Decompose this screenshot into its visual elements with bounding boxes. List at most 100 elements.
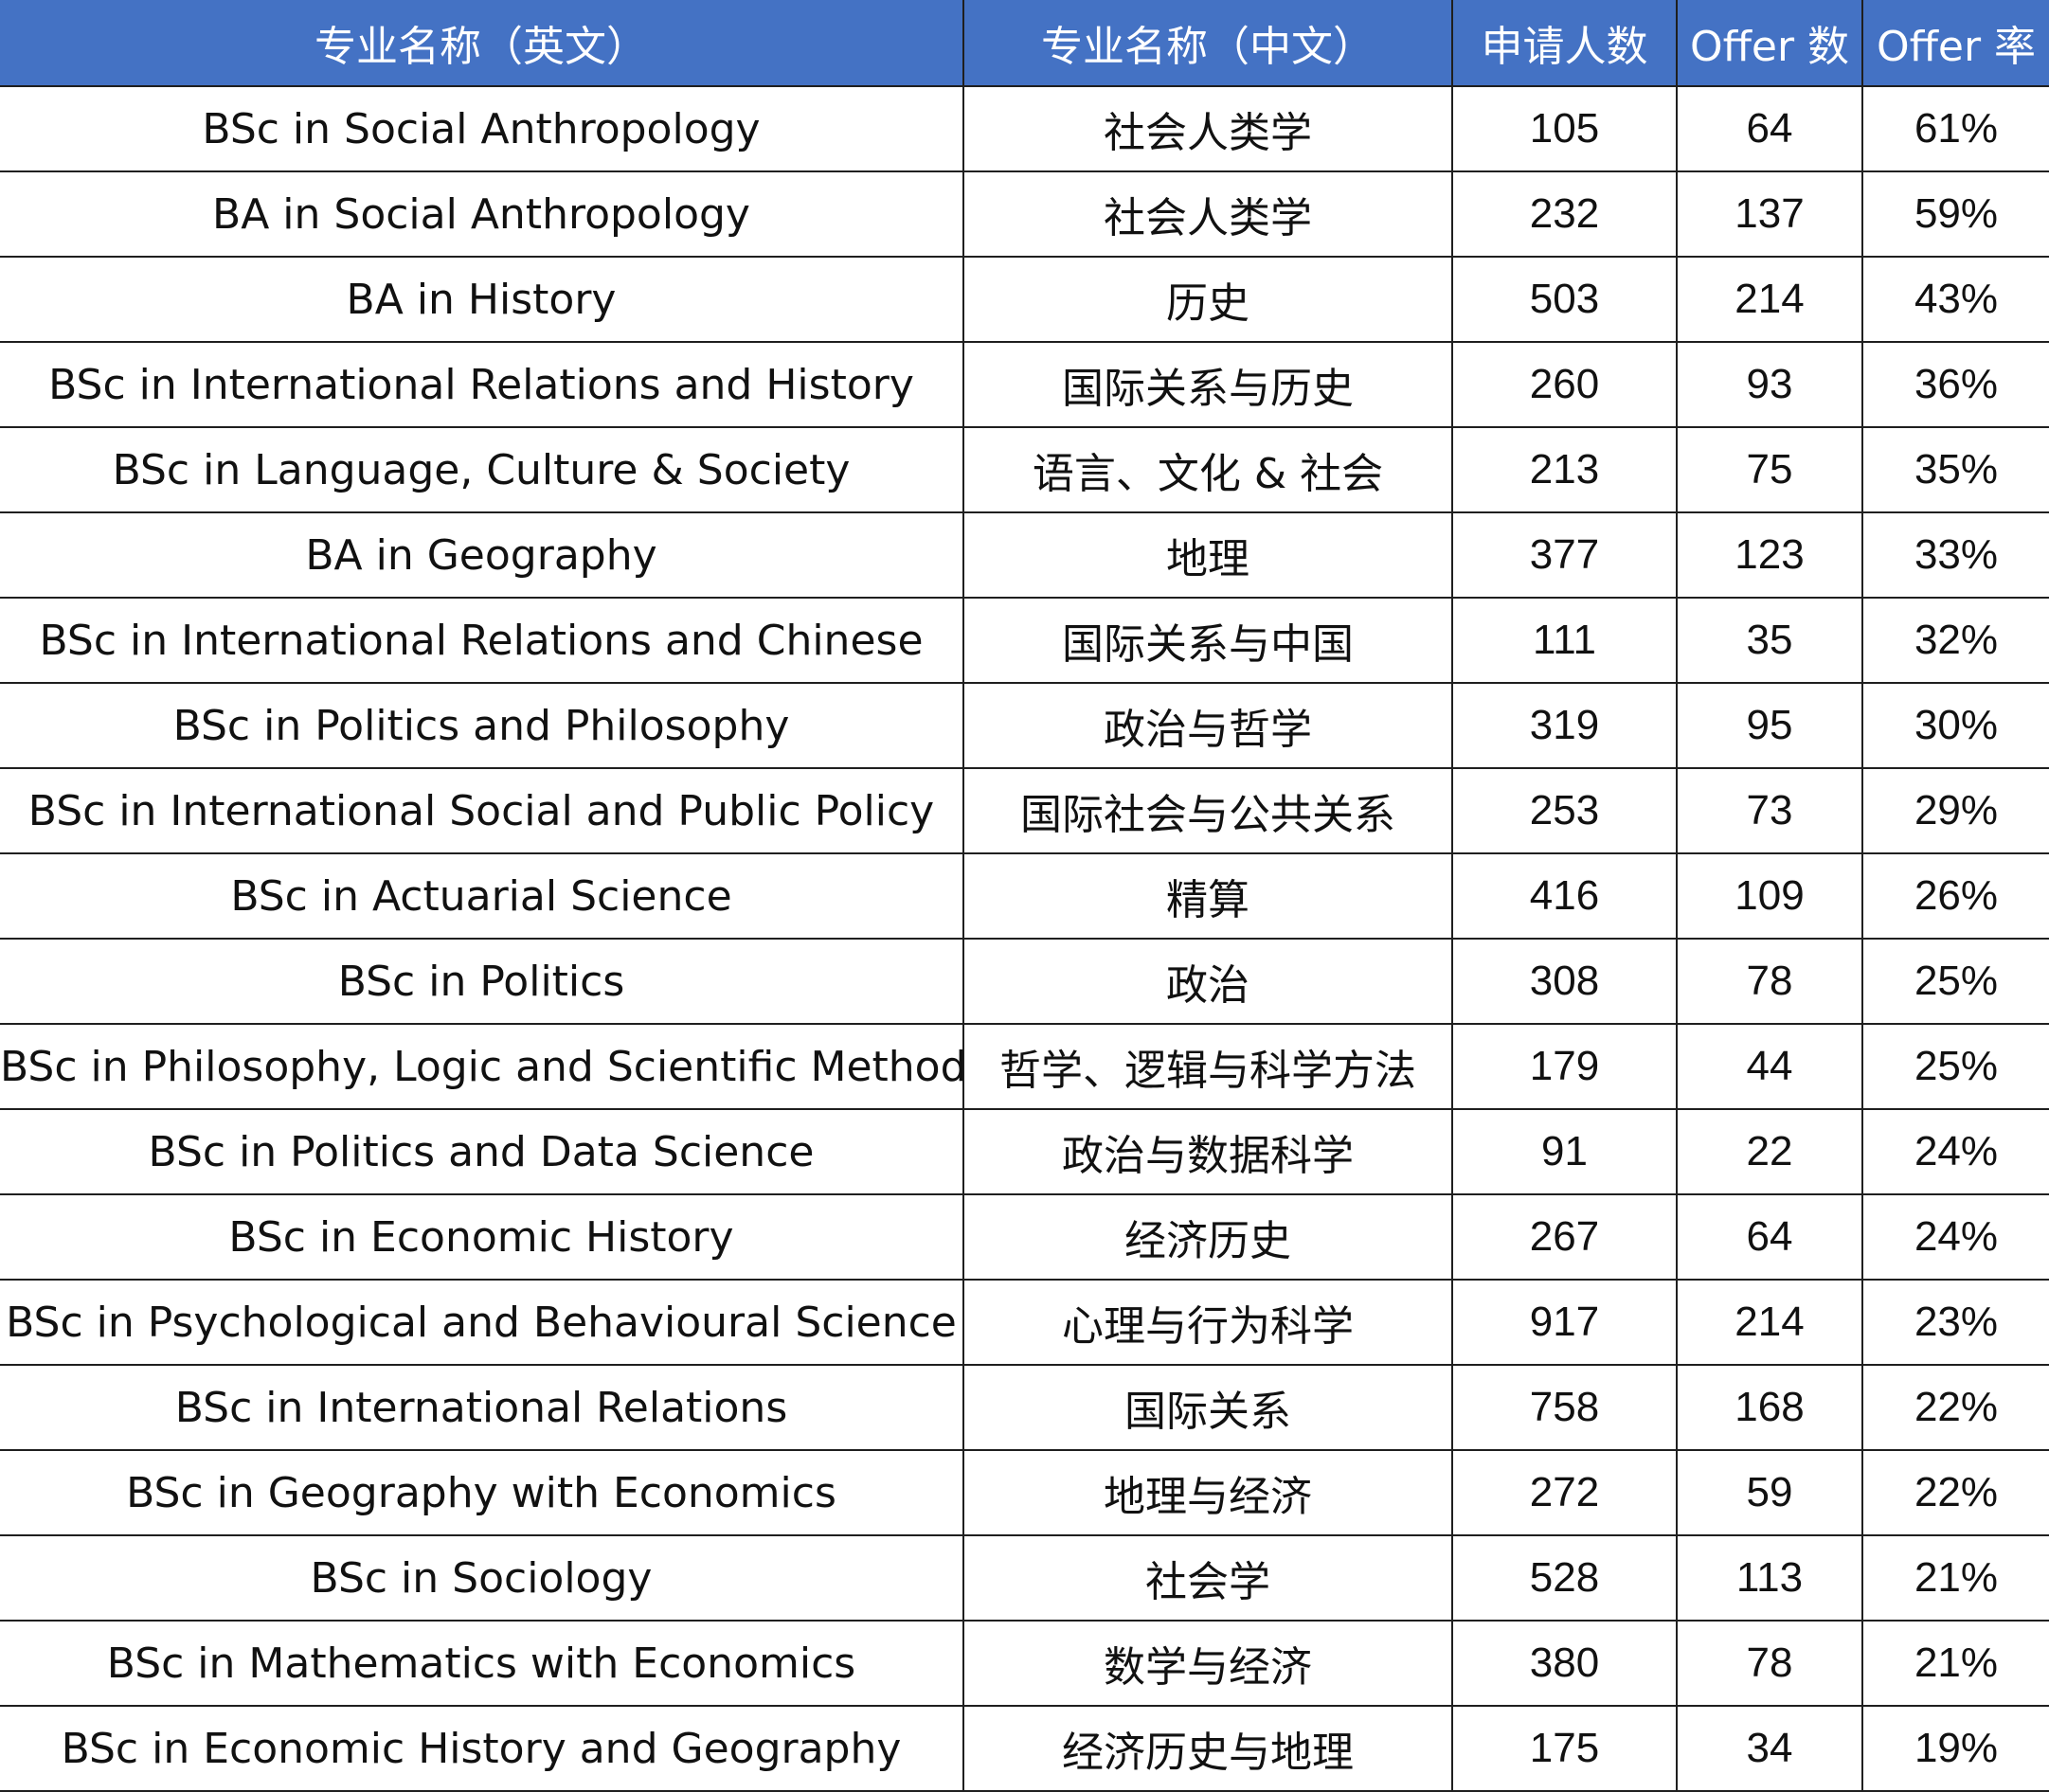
cell-major-en: BSc in Philosophy, Logic and Scientific … <box>0 1023 967 1110</box>
table-row: BSc in Actuarial Science 精算 416 109 26% <box>0 852 2049 940</box>
table-row: BA in Social Anthropology 社会人类学 232 137 59% <box>0 170 2049 258</box>
cell-major-en: BSc in Economic History <box>0 1193 964 1281</box>
table-row: BSc in International Relations 国际关系 758 168… <box>0 1364 2049 1451</box>
table-row: BSc in Social Anthropology 社会人类学 105 64 61% <box>0 85 2049 172</box>
cell-offers: 64 <box>1676 85 1863 172</box>
table-row: BSc in Sociology 社会学 528 113 21% <box>0 1534 2049 1622</box>
cell-applicants: 319 <box>1451 682 1678 769</box>
cell-applicants: 528 <box>1451 1534 1678 1622</box>
cell-major-cn: 经济历史与地理 <box>962 1705 1453 1792</box>
cell-applicants: 416 <box>1451 852 1678 940</box>
cell-offer-rate: 33% <box>1861 511 2049 599</box>
cell-offer-rate: 25% <box>1861 938 2049 1025</box>
table-row: BSc in Politics 政治 308 78 25% <box>0 938 2049 1025</box>
cell-offers: 78 <box>1676 938 1863 1025</box>
cell-offer-rate: 35% <box>1861 426 2049 513</box>
cell-applicants: 267 <box>1451 1193 1678 1281</box>
cell-offer-rate: 32% <box>1861 597 2049 684</box>
header-offers: Offer 数 <box>1676 0 1863 87</box>
cell-offer-rate: 30% <box>1861 682 2049 769</box>
cell-major-en: BA in Geography <box>0 511 964 599</box>
cell-major-cn: 经济历史 <box>962 1193 1453 1281</box>
cell-offers: 113 <box>1676 1534 1863 1622</box>
cell-applicants: 213 <box>1451 426 1678 513</box>
cell-offer-rate: 36% <box>1861 341 2049 428</box>
cell-offer-rate: 29% <box>1861 767 2049 854</box>
cell-offers: 73 <box>1676 767 1863 854</box>
cell-major-en: BSc in Geography with Economics <box>0 1449 964 1536</box>
table-row: BSc in Psychological and Behavioural Sci… <box>0 1279 2049 1366</box>
cell-major-en: BSc in Language, Culture & Society <box>0 426 964 513</box>
table-row: BA in History 历史 503 214 43% <box>0 256 2049 343</box>
cell-major-cn: 心理与行为科学 <box>962 1279 1453 1366</box>
cell-offer-rate: 22% <box>1861 1449 2049 1536</box>
header-row: 专业名称（英文） 专业名称（中文） 申请人数 Offer 数 Offer 率 <box>0 0 2049 87</box>
cell-applicants: 377 <box>1451 511 1678 599</box>
cell-offers: 123 <box>1676 511 1863 599</box>
table-row: BSc in Economic History 经济历史 267 64 24% <box>0 1193 2049 1281</box>
cell-offers: 109 <box>1676 852 1863 940</box>
cell-major-en: BSc in Politics <box>0 938 964 1025</box>
table-row: BSc in International Social and Public P… <box>0 767 2049 854</box>
cell-offers: 22 <box>1676 1108 1863 1195</box>
cell-major-cn: 国际关系与历史 <box>962 341 1453 428</box>
header-major-en: 专业名称（英文） <box>0 0 964 87</box>
cell-major-cn: 语言、文化 & 社会 <box>962 426 1453 513</box>
cell-offer-rate: 22% <box>1861 1364 2049 1451</box>
cell-major-cn: 数学与经济 <box>962 1620 1453 1707</box>
cell-offers: 75 <box>1676 426 1863 513</box>
table-row: BSc in International Relations and Chine… <box>0 597 2049 684</box>
cell-offers: 214 <box>1676 1279 1863 1366</box>
cell-major-cn: 国际关系与中国 <box>962 597 1453 684</box>
cell-major-en: BSc in Mathematics with Economics <box>0 1620 964 1707</box>
cell-major-cn: 政治 <box>962 938 1453 1025</box>
cell-major-cn: 地理 <box>962 511 1453 599</box>
cell-major-en: BSc in International Relations and Histo… <box>0 341 964 428</box>
header-offer-rate: Offer 率 <box>1861 0 2049 87</box>
cell-applicants: 260 <box>1451 341 1678 428</box>
cell-offer-rate: 59% <box>1861 170 2049 258</box>
table-row: BSc in Mathematics with Economics 数学与经济 38… <box>0 1620 2049 1707</box>
cell-offer-rate: 24% <box>1861 1193 2049 1281</box>
cell-major-en: BA in Social Anthropology <box>0 170 964 258</box>
cell-major-cn: 政治与哲学 <box>962 682 1453 769</box>
cell-major-en: BSc in International Social and Public P… <box>0 767 964 854</box>
cell-applicants: 253 <box>1451 767 1678 854</box>
cell-major-cn: 哲学、逻辑与科学方法 <box>962 1023 1453 1110</box>
cell-major-en: BSc in Social Anthropology <box>0 85 964 172</box>
cell-applicants: 380 <box>1451 1620 1678 1707</box>
table-row: BSc in Politics and Data Science 政治与数据科学 9… <box>0 1108 2049 1195</box>
cell-major-en: BA in History <box>0 256 964 343</box>
cell-major-en: BSc in Psychological and Behavioural Sci… <box>0 1279 964 1366</box>
cell-major-cn: 社会学 <box>962 1534 1453 1622</box>
cell-major-cn: 精算 <box>962 852 1453 940</box>
cell-major-en: BSc in Actuarial Science <box>0 852 964 940</box>
table-row: BA in Geography 地理 377 123 33% <box>0 511 2049 599</box>
cell-offer-rate: 43% <box>1861 256 2049 343</box>
cell-offer-rate: 24% <box>1861 1108 2049 1195</box>
cell-offers: 64 <box>1676 1193 1863 1281</box>
cell-applicants: 308 <box>1451 938 1678 1025</box>
cell-offer-rate: 23% <box>1861 1279 2049 1366</box>
cell-offers: 168 <box>1676 1364 1863 1451</box>
cell-offers: 34 <box>1676 1705 1863 1792</box>
table-row: BSc in Language, Culture & Society 语言、文化 … <box>0 426 2049 513</box>
cell-applicants: 917 <box>1451 1279 1678 1366</box>
cell-offers: 137 <box>1676 170 1863 258</box>
cell-applicants: 179 <box>1451 1023 1678 1110</box>
cell-major-en: BSc in Politics and Data Science <box>0 1108 964 1195</box>
table-row: BSc in Geography with Economics 地理与经济 272 5… <box>0 1449 2049 1536</box>
cell-offers: 35 <box>1676 597 1863 684</box>
table-row: BSc in Philosophy, Logic and Scientific … <box>0 1023 2049 1110</box>
cell-major-en: BSc in Sociology <box>0 1534 964 1622</box>
cell-offer-rate: 19% <box>1861 1705 2049 1792</box>
cell-offer-rate: 61% <box>1861 85 2049 172</box>
cell-major-en: BSc in Politics and Philosophy <box>0 682 964 769</box>
cell-major-cn: 地理与经济 <box>962 1449 1453 1536</box>
cell-major-cn: 社会人类学 <box>962 170 1453 258</box>
cell-major-cn: 历史 <box>962 256 1453 343</box>
table-row: BSc in International Relations and Histo… <box>0 341 2049 428</box>
cell-applicants: 758 <box>1451 1364 1678 1451</box>
cell-major-cn: 国际社会与公共关系 <box>962 767 1453 854</box>
